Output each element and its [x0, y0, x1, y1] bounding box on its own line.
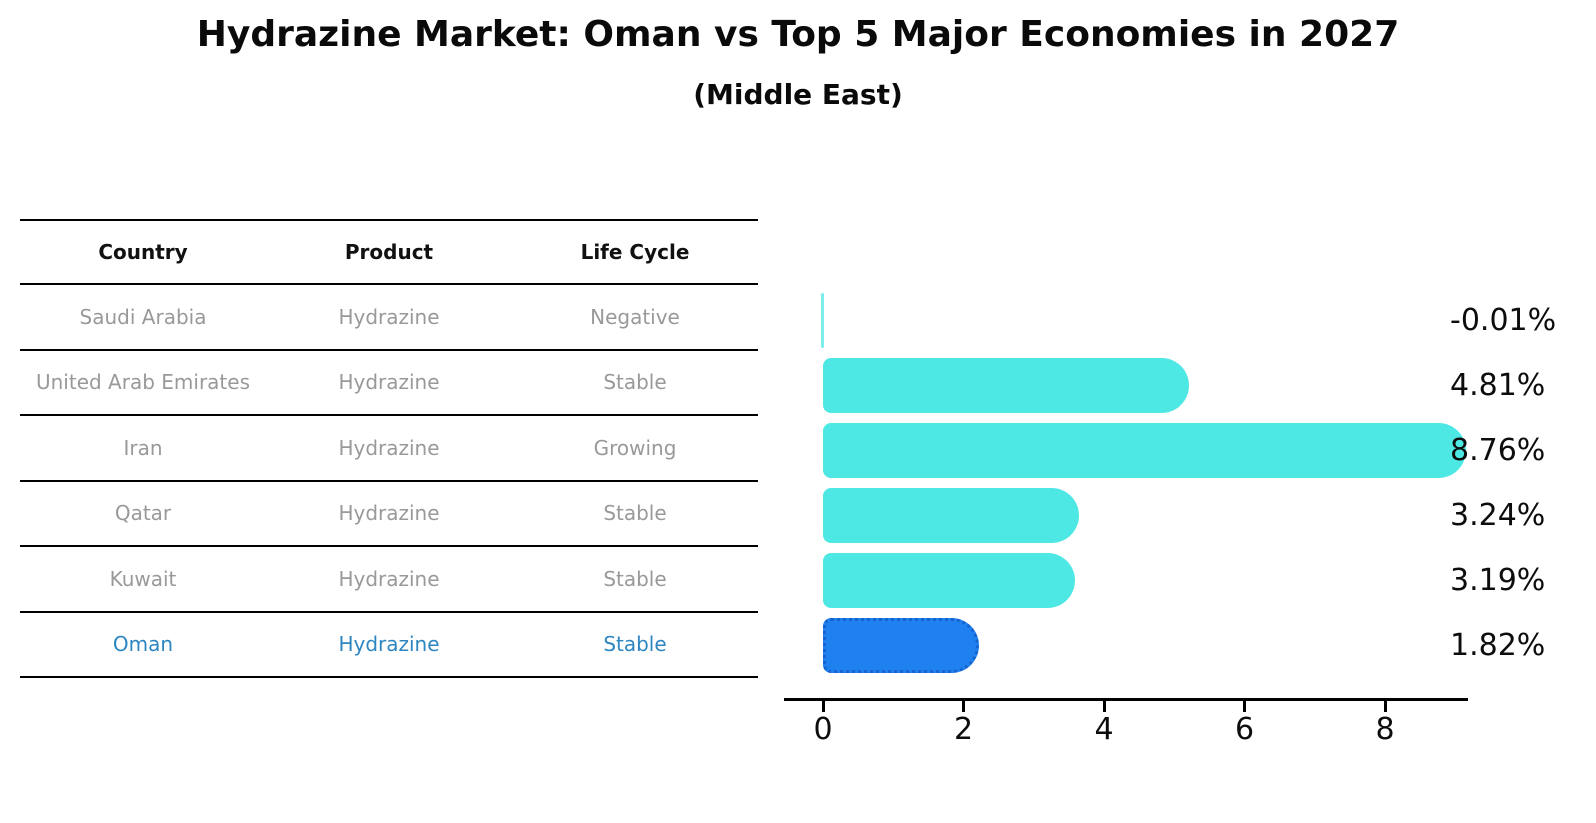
x-tick-label-4: 4 [1094, 712, 1114, 747]
cell-product: Hydrazine [338, 566, 440, 591]
x-tick-label-0: 0 [813, 712, 833, 747]
x-tick-8 [1383, 701, 1387, 712]
page-title: Hydrazine Market: Oman vs Top 5 Major Ec… [196, 14, 1400, 55]
x-axis-line [784, 698, 1468, 701]
cell-life-cycle: Stable [603, 501, 667, 526]
bar-oman [823, 617, 979, 673]
table-header-product: Product [344, 240, 434, 264]
cell-life-cycle: Stable [603, 370, 667, 395]
table-row-iran: Iran Hydrazine Growing [20, 416, 758, 482]
value-label-kuwait: 3.19% [1450, 562, 1546, 598]
value-label-united-arab-emirates: 4.81% [1450, 367, 1546, 403]
cell-country: United Arab Emirates [35, 370, 250, 395]
x-tick-0 [821, 701, 825, 712]
cell-country: Qatar [114, 501, 172, 526]
table-header-life-cycle: Life Cycle [580, 240, 690, 264]
cell-country: Iran [123, 435, 163, 460]
table-row-saudi-arabia: Saudi Arabia Hydrazine Negative [20, 285, 758, 351]
table-row-kuwait: Kuwait Hydrazine Stable [20, 547, 758, 613]
cell-product: Hydrazine [338, 501, 440, 526]
bar-kuwait [823, 552, 1076, 608]
table-header-row: Country Product Life Cycle [20, 221, 758, 285]
cell-life-cycle: Stable [603, 632, 667, 657]
x-tick-label-8: 8 [1375, 712, 1395, 747]
table-header-country: Country [98, 240, 188, 264]
cell-life-cycle: Negative [590, 304, 680, 329]
value-label-oman: 1.82% [1450, 627, 1546, 663]
value-label-saudi-arabia: -0.01% [1450, 302, 1557, 338]
cell-country: Kuwait [109, 566, 177, 591]
bar-united-arab-emirates [823, 357, 1189, 413]
cell-product: Hydrazine [338, 304, 440, 329]
cell-product: Hydrazine [338, 632, 440, 657]
country-table: Country Product Life Cycle Saudi Arabia Hyd… [20, 219, 758, 678]
bar-iran [823, 422, 1467, 478]
page-subtitle: (Middle East) [693, 78, 903, 111]
table-row-qatar: Qatar Hydrazine Stable [20, 482, 758, 547]
x-tick-6 [1243, 701, 1246, 712]
cell-country: Saudi Arabia [79, 304, 207, 329]
cell-product: Hydrazine [338, 435, 440, 460]
cell-country: Oman [112, 632, 174, 657]
cell-product: Hydrazine [338, 370, 440, 395]
x-tick-2 [962, 701, 965, 712]
x-tick-4 [1102, 701, 1106, 712]
cell-life-cycle: Stable [603, 566, 667, 591]
value-label-iran: 8.76% [1450, 432, 1546, 468]
table-body: Saudi Arabia Hydrazine Negative United Arab… [20, 285, 758, 678]
table-row-united-arab-emirates: United Arab Emirates Hydrazine Stable [20, 351, 758, 416]
x-tick-label-6: 6 [1234, 712, 1255, 747]
bar-saudi-arabia [820, 292, 824, 348]
bar-qatar [823, 487, 1079, 543]
cell-life-cycle: Growing [593, 435, 677, 460]
x-tick-label-2: 2 [953, 712, 974, 747]
value-label-qatar: 3.24% [1450, 497, 1546, 533]
table-row-oman: Oman Hydrazine Stable [20, 613, 758, 678]
